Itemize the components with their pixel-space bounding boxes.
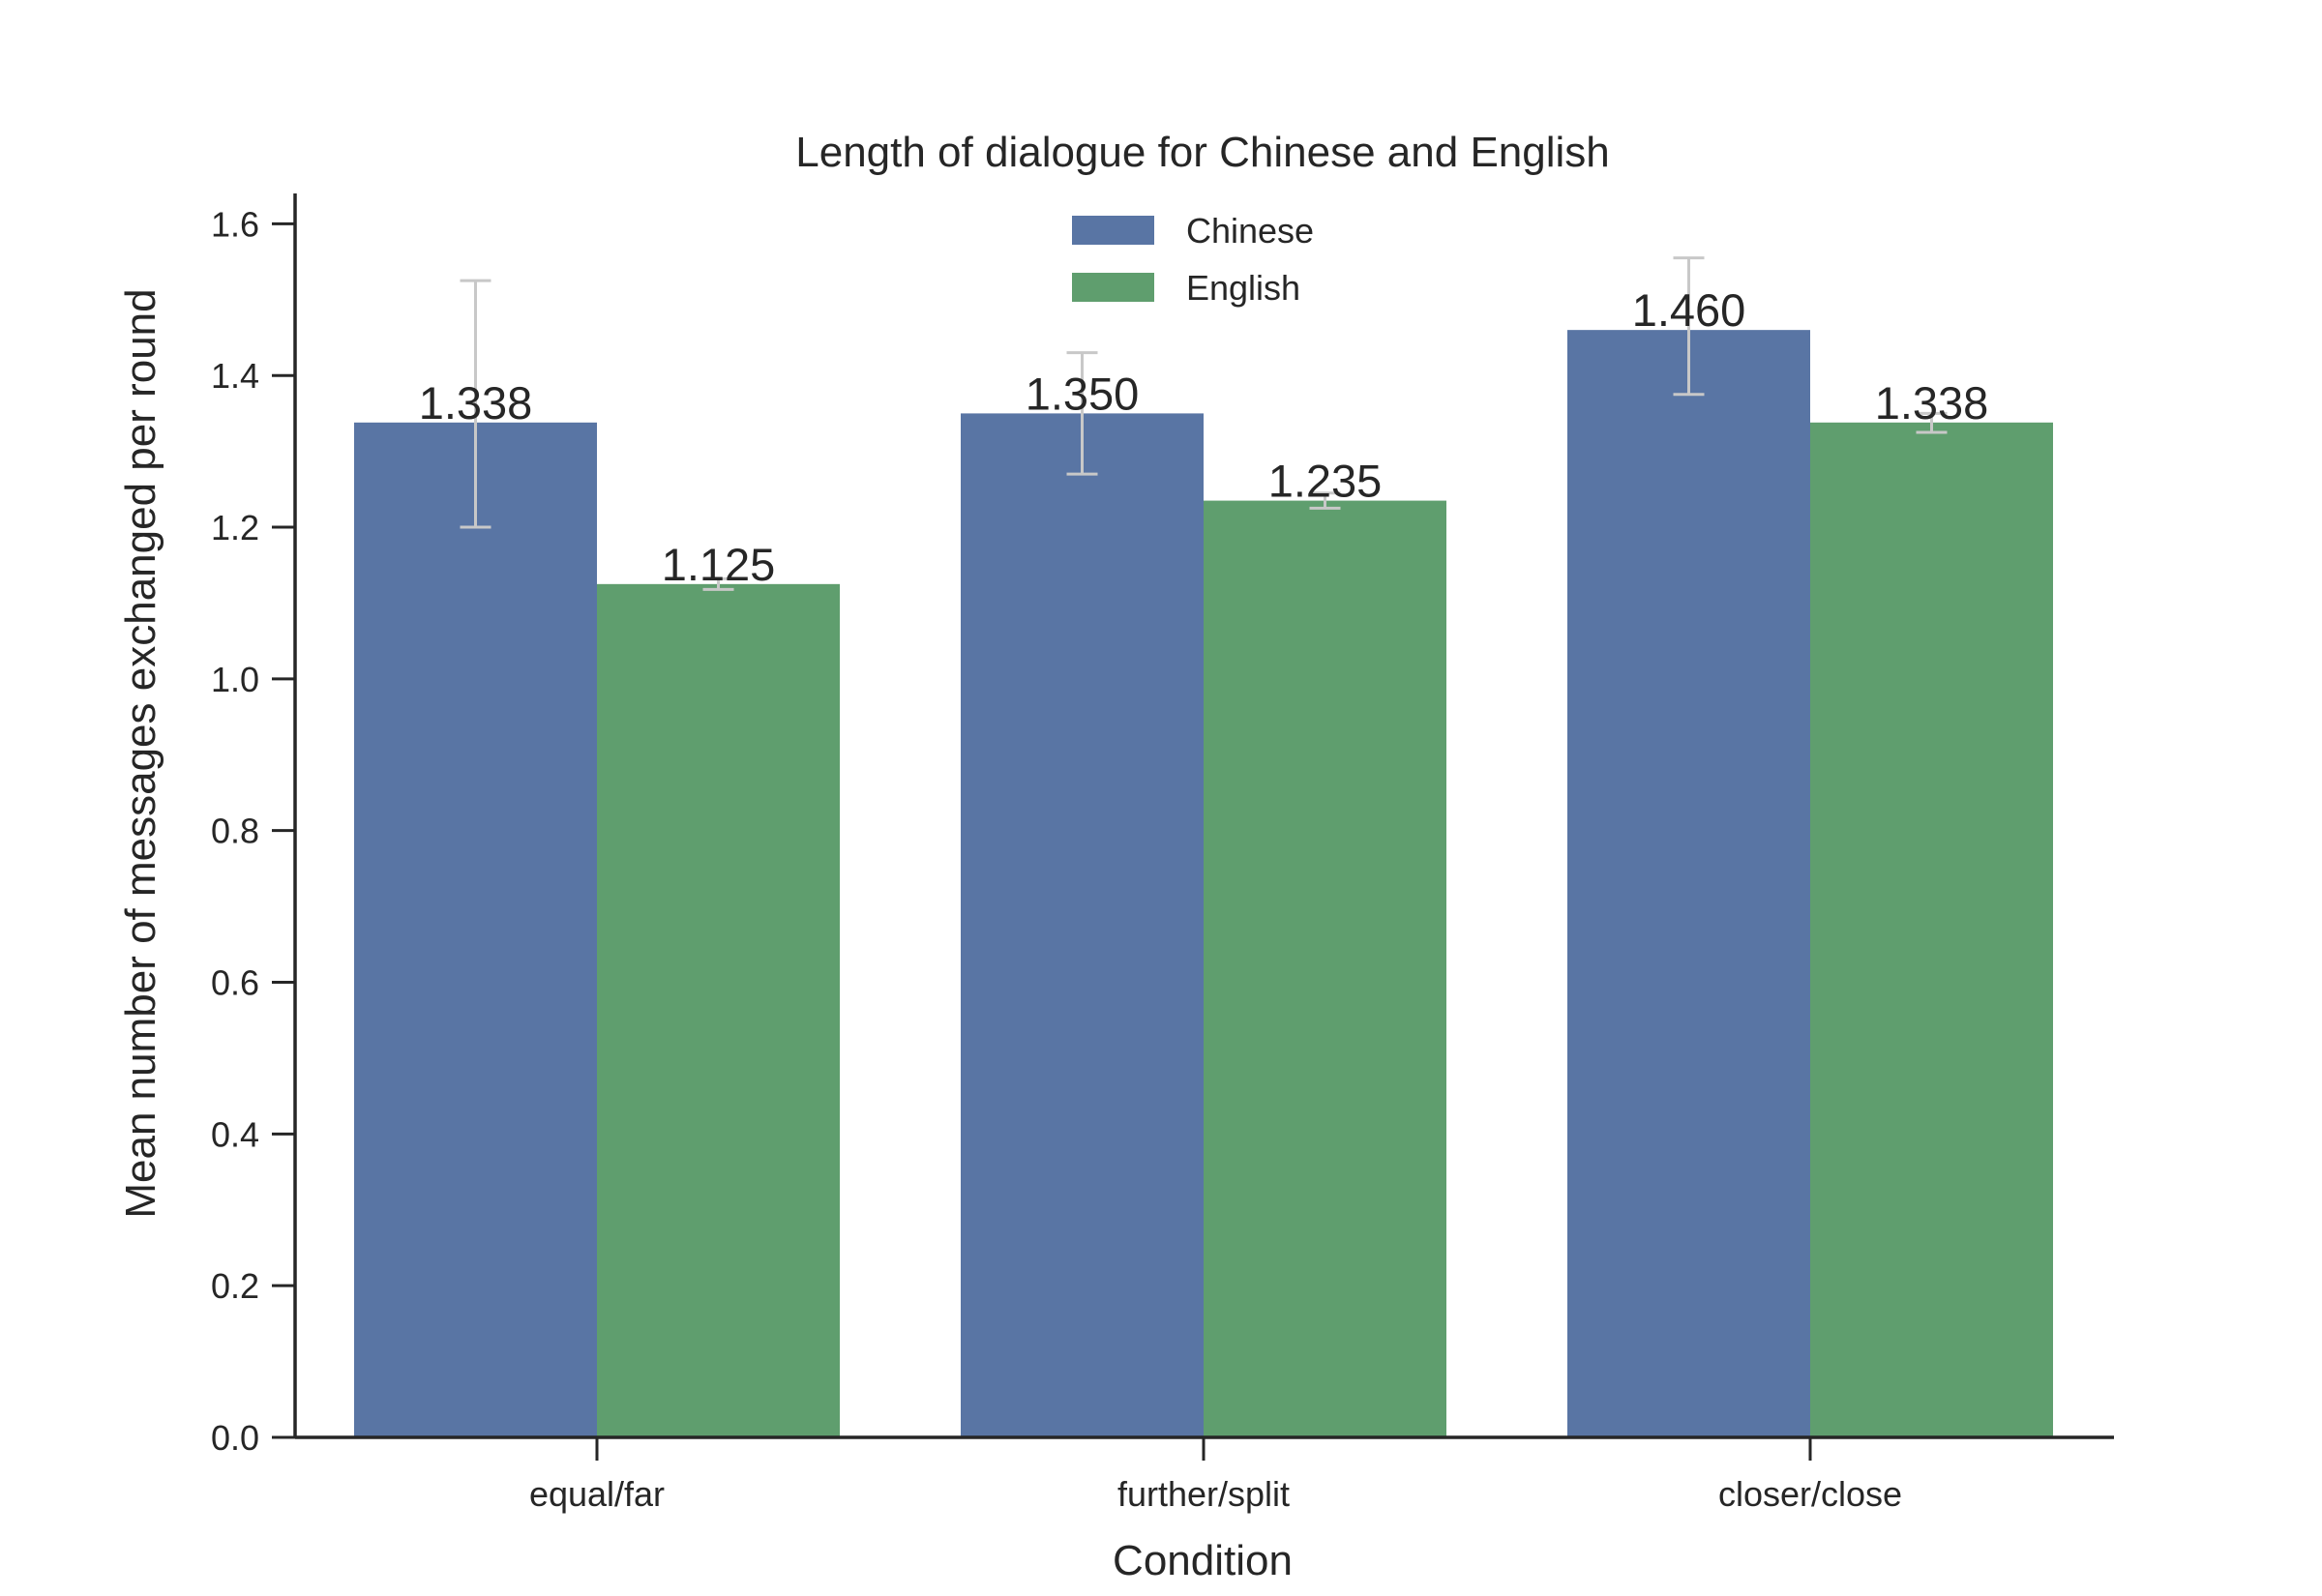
bar xyxy=(961,413,1204,1437)
legend: Chinese English xyxy=(1072,211,1314,308)
data-label: 1.350 xyxy=(1026,368,1140,419)
x-tick-label: equal/far xyxy=(529,1474,665,1514)
bar xyxy=(1204,500,1446,1437)
y-axis-label: Mean number of messages exchanged per ro… xyxy=(117,288,164,1218)
bar xyxy=(1810,422,2053,1437)
data-label: 1.235 xyxy=(1268,456,1383,507)
x-tick-label: closer/close xyxy=(1718,1474,1902,1514)
x-tick-label: further/split xyxy=(1117,1474,1290,1514)
y-tick-label: 0.0 xyxy=(211,1418,259,1458)
legend-swatch xyxy=(1072,273,1154,302)
chart-title: Length of dialogue for Chinese and Engli… xyxy=(795,129,1610,176)
y-tick-label: 0.8 xyxy=(211,812,259,851)
y-tick-label: 1.2 xyxy=(211,508,259,547)
bar xyxy=(354,422,597,1437)
x-axis-label: Condition xyxy=(1113,1537,1293,1584)
legend-label: Chinese xyxy=(1186,211,1314,251)
data-label: 1.460 xyxy=(1632,284,1746,336)
data-label: 1.125 xyxy=(662,539,776,590)
y-tick-label: 0.4 xyxy=(211,1114,259,1154)
data-label: 1.338 xyxy=(1875,377,1989,429)
y-tick-label: 0.6 xyxy=(211,963,259,1003)
legend-swatch xyxy=(1072,216,1154,245)
bar xyxy=(1567,330,1810,1437)
y-tick-label: 1.6 xyxy=(211,204,259,244)
plot-area: 1.338 1.350 1.460 1.125 1.235 1.338 0.0 0.2 0.4 0… xyxy=(211,193,2114,1514)
legend-label: English xyxy=(1186,268,1300,308)
y-tick-label: 0.2 xyxy=(211,1266,259,1306)
y-tick-label: 1.0 xyxy=(211,660,259,699)
y-tick-label: 1.4 xyxy=(211,356,259,396)
data-label: 1.338 xyxy=(419,377,533,429)
bar xyxy=(597,583,840,1437)
